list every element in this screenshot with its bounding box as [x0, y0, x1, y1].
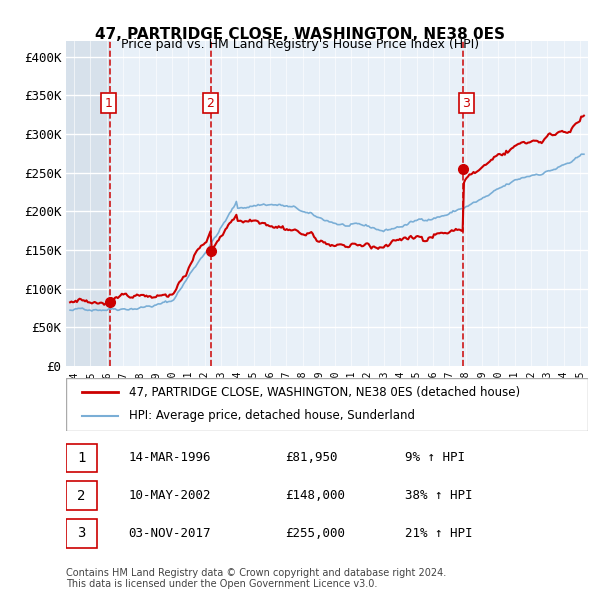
Text: 9% ↑ HPI: 9% ↑ HPI	[406, 451, 466, 464]
Text: £255,000: £255,000	[285, 527, 345, 540]
Text: 1: 1	[104, 97, 112, 110]
Text: HPI: Average price, detached house, Sunderland: HPI: Average price, detached house, Sund…	[128, 409, 415, 422]
Text: 21% ↑ HPI: 21% ↑ HPI	[406, 527, 473, 540]
FancyBboxPatch shape	[66, 481, 97, 510]
FancyBboxPatch shape	[66, 519, 97, 548]
Text: £148,000: £148,000	[285, 489, 345, 502]
Text: 3: 3	[463, 97, 470, 110]
Text: 2: 2	[206, 97, 214, 110]
Text: 38% ↑ HPI: 38% ↑ HPI	[406, 489, 473, 502]
Text: 10-MAY-2002: 10-MAY-2002	[128, 489, 211, 502]
Text: 3: 3	[77, 526, 86, 540]
Text: 14-MAR-1996: 14-MAR-1996	[128, 451, 211, 464]
Text: Contains HM Land Registry data © Crown copyright and database right 2024.
This d: Contains HM Land Registry data © Crown c…	[66, 568, 446, 589]
Text: 47, PARTRIDGE CLOSE, WASHINGTON, NE38 0ES (detached house): 47, PARTRIDGE CLOSE, WASHINGTON, NE38 0E…	[128, 386, 520, 399]
Text: 47, PARTRIDGE CLOSE, WASHINGTON, NE38 0ES: 47, PARTRIDGE CLOSE, WASHINGTON, NE38 0E…	[95, 27, 505, 41]
FancyBboxPatch shape	[66, 378, 588, 431]
Text: 03-NOV-2017: 03-NOV-2017	[128, 527, 211, 540]
Text: Price paid vs. HM Land Registry's House Price Index (HPI): Price paid vs. HM Land Registry's House …	[121, 38, 479, 51]
Text: £81,950: £81,950	[285, 451, 338, 464]
Bar	[66, 41, 110, 366]
FancyBboxPatch shape	[66, 444, 97, 472]
Text: 2: 2	[77, 489, 86, 503]
Text: 1: 1	[77, 451, 86, 465]
